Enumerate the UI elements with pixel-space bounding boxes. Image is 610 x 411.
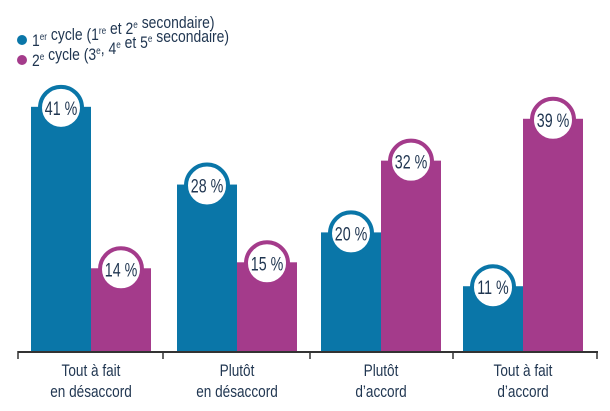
legend-label: 2e cycle (3e, 4e et 5e secondaire) (32, 28, 229, 71)
x-axis: Tout à fait en désaccord Plutôt en désaccor… (17, 351, 598, 402)
legend-marker (17, 55, 27, 65)
data-label-badge (388, 138, 434, 185)
x-tick-label: d’accord (355, 383, 406, 402)
data-label-badge (38, 84, 84, 131)
data-label: 15 % (251, 253, 284, 274)
x-tick-label: en désaccord (196, 383, 278, 402)
bar (523, 118, 583, 352)
x-tick-label: Tout à fait (494, 362, 554, 381)
legend-label: 1er cycle (1re et 2e secondaire) (32, 14, 214, 51)
data-label: 41 % (45, 98, 78, 119)
data-label-badge (184, 162, 230, 209)
bar (31, 106, 91, 352)
data-label-badge (328, 210, 374, 257)
x-tick-label: d’accord (497, 383, 548, 402)
x-tick-label: Plutôt (364, 362, 399, 381)
bar (177, 184, 237, 352)
data-label: 14 % (105, 259, 138, 280)
data-label-badge (244, 240, 290, 287)
bar (381, 160, 441, 352)
legend-marker (17, 35, 27, 45)
x-tick-label: Plutôt (220, 362, 255, 381)
data-label: 32 % (395, 152, 428, 173)
bars: 41 % 14 % 28 % 15 % 20 % 32 % 11 % 39 % (31, 84, 583, 352)
x-tick-label: en désaccord (50, 383, 132, 402)
x-tick-label: Tout à fait (62, 362, 122, 381)
data-label: 28 % (191, 176, 224, 197)
legend: 1er cycle (1re et 2e secondaire)2e cycle… (17, 14, 229, 71)
data-label-badge (530, 96, 576, 143)
data-label: 11 % (477, 277, 508, 298)
data-label: 20 % (335, 223, 368, 244)
data-label-badge (470, 264, 516, 311)
data-label: 39 % (537, 110, 570, 131)
data-label-badge (98, 246, 144, 293)
